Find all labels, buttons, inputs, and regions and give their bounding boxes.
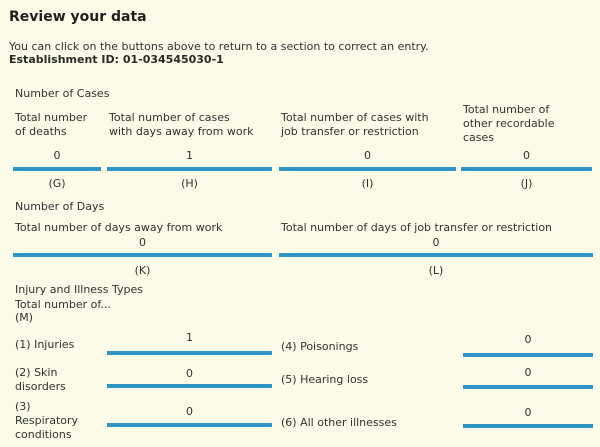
injury-column-code: (M) — [15, 311, 34, 324]
field-value: 0 — [523, 149, 530, 162]
injury-label-skin-disorders: (2) Skin disorders — [15, 366, 66, 393]
field-underline — [107, 351, 272, 355]
field-code: (L) — [428, 264, 444, 277]
field-code: (H) — [181, 177, 198, 190]
field-value: 0 — [432, 236, 440, 249]
injury-label-hearing-loss: (5) Hearing loss — [281, 373, 369, 386]
injury-value-poisonings: 0 — [524, 333, 532, 346]
day-field-job-transfer-restriction: Total number of days of job transfer or … — [279, 221, 593, 277]
field-underline — [13, 253, 272, 257]
injury-label-poisonings: (4) Poisonings — [281, 340, 359, 353]
field-code: (G) — [48, 177, 66, 190]
section-heading-number-of-cases: Number of Cases — [15, 87, 110, 100]
day-field-days-away-from-work: Total number of days away from work 0 (K… — [13, 221, 272, 277]
field-underline — [279, 167, 456, 171]
field-label: Total number of cases with job transfer … — [281, 111, 429, 138]
injury-label-respiratory-conditions: (3) Respiratory conditions — [15, 400, 79, 441]
case-field-transfer-restriction-cases: Total number of cases with job transfer … — [279, 103, 456, 195]
field-underline — [461, 167, 592, 171]
section-heading-number-of-days: Number of Days — [15, 200, 105, 213]
field-underline — [107, 167, 272, 171]
field-code: (K) — [134, 264, 151, 277]
case-field-total-deaths: Total number of deaths 0 (G) — [13, 103, 101, 195]
field-underline — [463, 385, 593, 389]
injury-value-hearing-loss: 0 — [524, 366, 532, 379]
field-label: Total number of other recordable cases — [463, 103, 555, 144]
field-code: (J) — [520, 177, 533, 190]
injury-value-skin-disorders: 0 — [186, 367, 193, 380]
injury-subheading: Total number of... — [15, 298, 111, 311]
section-heading-injury-illness-types: Injury and Illness Types — [15, 283, 144, 296]
injury-label-injuries: (1) Injuries — [15, 338, 75, 351]
field-underline — [107, 384, 272, 388]
field-label: Total number of deaths — [15, 111, 88, 138]
field-code: (I) — [361, 177, 374, 190]
case-field-other-recordable-cases: Total number of other recordable cases 0… — [461, 103, 592, 195]
injury-value-all-other-illnesses: 0 — [524, 406, 532, 419]
injury-value-respiratory-conditions: 0 — [186, 405, 193, 418]
case-field-days-away-cases: Total number of cases with days away fro… — [107, 103, 272, 195]
injury-label-all-other-illnesses: (6) All other illnesses — [281, 416, 397, 429]
establishment-id: Establishment ID: 01-034545030-1 — [9, 53, 224, 66]
field-underline — [463, 424, 593, 428]
field-underline — [107, 423, 272, 427]
field-label: Total number of cases with days away fro… — [109, 111, 254, 138]
injury-value-injuries: 1 — [186, 331, 193, 344]
field-value: 0 — [53, 149, 61, 162]
field-underline — [13, 167, 101, 171]
intro-text: You can click on the buttons above to re… — [9, 40, 429, 53]
field-label: Total number of days of job transfer or … — [281, 221, 553, 234]
field-label: Total number of days away from work — [15, 221, 223, 234]
field-underline — [463, 353, 593, 357]
field-value: 0 — [364, 149, 371, 162]
field-value: 0 — [139, 236, 146, 249]
page-title: Review your data — [9, 9, 147, 25]
field-value: 1 — [186, 149, 193, 162]
field-underline — [279, 253, 593, 257]
